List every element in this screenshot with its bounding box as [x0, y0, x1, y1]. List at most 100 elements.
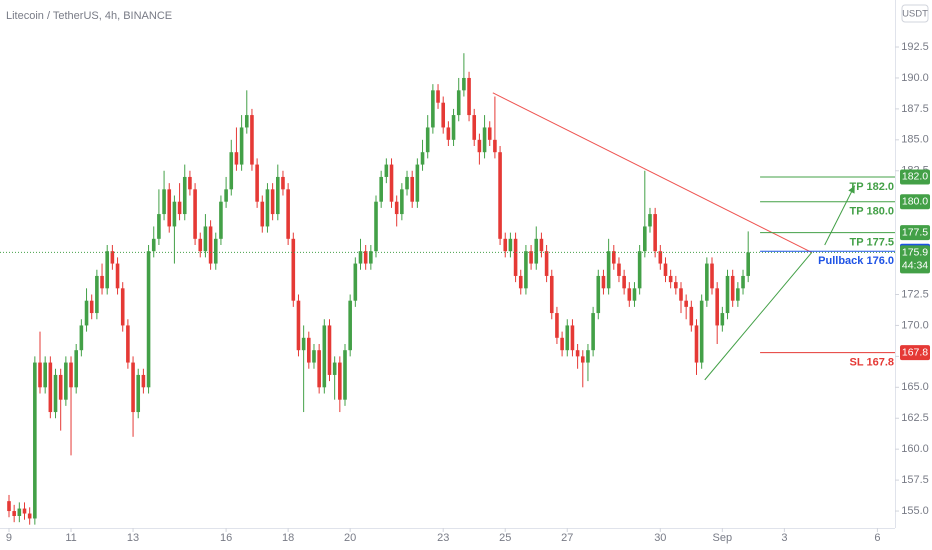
candle-body [544, 251, 549, 276]
candle-body [674, 282, 678, 289]
candle-body [38, 362, 42, 388]
x-tick-label: 23 [437, 532, 449, 544]
candle-body [79, 325, 84, 351]
level-label: TP 177.5 [850, 237, 894, 249]
candle-body [679, 288, 683, 301]
candle-body [456, 90, 461, 116]
x-tick-label: 9 [6, 532, 12, 544]
currency: USDT [902, 9, 928, 20]
candle-body [741, 275, 745, 289]
candle-body [69, 362, 73, 388]
candle-body [730, 275, 735, 301]
candle-body [524, 251, 528, 289]
candle-body [27, 513, 32, 519]
candle-body [307, 337, 311, 363]
x-tick-label: 16 [220, 532, 232, 544]
candle-body [462, 77, 466, 91]
candle-body [64, 362, 68, 400]
candle-body [224, 189, 228, 202]
price-tag-label: 182.0 [902, 171, 928, 183]
candle-body [668, 275, 673, 283]
candle-body [684, 300, 688, 307]
candle-body [234, 152, 239, 165]
x-tick-label: 3 [781, 532, 787, 544]
candle-body [637, 251, 642, 289]
candle-body [58, 374, 63, 400]
candle-body [596, 275, 601, 314]
candle-body [653, 214, 657, 252]
candle-body [275, 176, 280, 215]
chart-title: Litecoin / TetherUS, 4h, BINANCE [6, 10, 172, 22]
candle-body [632, 288, 637, 301]
candle-body [534, 238, 539, 264]
trend-line [492, 92, 812, 253]
candle-body [12, 511, 16, 516]
candle-body [182, 176, 187, 215]
candle-body [472, 115, 477, 140]
candle-body [622, 275, 626, 289]
price-tag [900, 194, 930, 210]
x-tick-label: 25 [499, 532, 511, 544]
candle-body [431, 90, 435, 128]
x-tick-label: 20 [344, 532, 356, 544]
candle-body [229, 152, 234, 190]
candle-body [327, 325, 332, 375]
candle-body [441, 102, 446, 128]
candle-body [384, 164, 389, 177]
candle-body [250, 115, 254, 165]
candle-body [513, 238, 518, 276]
candle-body [601, 275, 606, 289]
candle-body [343, 350, 347, 400]
candle-body [694, 325, 699, 363]
y-tick-label: 190.0 [901, 72, 929, 84]
candle-body [565, 325, 570, 351]
candle-body [239, 127, 244, 165]
candle-body [172, 201, 177, 227]
candle-body [33, 362, 37, 519]
candle-body [100, 275, 104, 289]
x-tick-label: Sep [713, 532, 733, 544]
candle-body [560, 337, 564, 351]
level-label: TP 182.0 [850, 181, 894, 193]
candle-body [146, 251, 151, 388]
candle-body [213, 238, 218, 264]
candle-body [591, 313, 595, 351]
candle-body [363, 251, 368, 264]
candle-body [736, 288, 740, 301]
candle-body [162, 189, 166, 215]
candle-body [53, 374, 58, 413]
candle-body [358, 251, 363, 264]
candle-body [219, 201, 223, 239]
candle-body [720, 313, 725, 326]
candle-body [503, 238, 508, 252]
candle-body [555, 313, 559, 338]
level-label: SL 167.8 [850, 357, 894, 369]
x-tick-label: 11 [65, 532, 76, 544]
candle-body [405, 176, 409, 190]
y-tick-label: 185.0 [901, 134, 929, 146]
candle-body [493, 139, 497, 153]
x-tick-label: 27 [561, 532, 573, 544]
level-label: TP 180.0 [850, 206, 894, 218]
candle-body [244, 115, 249, 128]
candle-body [322, 325, 327, 388]
price-tag-label: 167.8 [902, 346, 928, 358]
candle-body [353, 263, 358, 301]
candle-body [420, 152, 425, 165]
candle-body [120, 288, 125, 326]
candle-body [110, 251, 115, 264]
candle-body [141, 374, 146, 388]
candle-body [136, 374, 141, 413]
candle-body [126, 325, 130, 363]
candle-body [74, 350, 78, 388]
candle-body [291, 238, 296, 301]
candle-body [198, 238, 203, 252]
y-tick-label: 160.0 [901, 443, 929, 455]
current-price-label: 175.9 [902, 247, 928, 259]
candle-body [281, 176, 285, 190]
candle-body [338, 362, 342, 400]
y-tick-label: 157.5 [901, 474, 929, 486]
candle-body [203, 226, 208, 252]
